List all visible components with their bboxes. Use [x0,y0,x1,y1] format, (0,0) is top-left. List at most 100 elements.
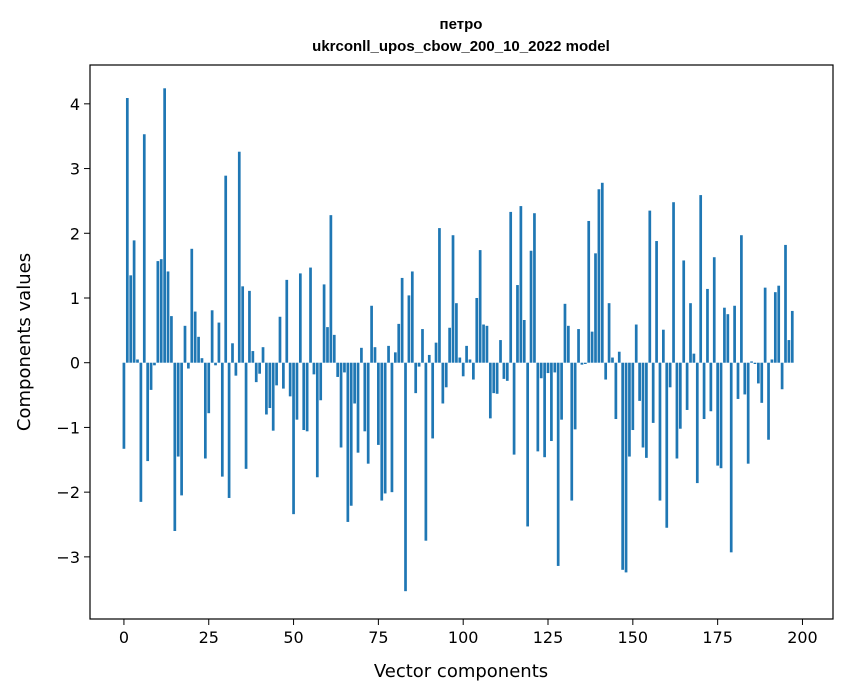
bar-161 [668,362,672,388]
chart-subtitle: ukrconll_upos_cbow_200_10_2022 model [312,38,610,55]
bar-87 [417,362,421,367]
bar-167 [689,303,692,363]
bar-185 [750,361,753,363]
bar-35 [241,286,245,363]
bar-131 [567,325,570,363]
y-tick-label: 0 [70,354,80,373]
bar-84 [407,295,411,363]
bar-37 [248,290,251,363]
bar-122 [536,362,540,452]
bar-180 [733,305,736,363]
bar-9 [153,362,156,366]
bar-26 [210,310,214,363]
bar-133 [573,362,577,430]
bar-196 [787,340,791,363]
bar-57 [315,362,319,478]
y-tick-label: 4 [70,95,80,114]
bar-11 [159,259,163,363]
bar-149 [628,362,631,457]
bar-104 [475,297,479,363]
bar-3 [132,240,136,363]
bar-105 [478,250,482,363]
bar-10 [156,261,160,363]
bar-139 [594,253,597,363]
bar-148 [624,362,628,573]
bar-41 [261,347,265,363]
bar-80 [393,352,397,363]
bar-44 [271,362,275,431]
bar-82 [400,277,404,363]
bar-27 [214,362,217,366]
bar-102 [468,359,472,363]
bar-168 [692,353,696,363]
bar-14 [170,316,173,363]
bar-165 [682,260,686,363]
bar-67 [349,362,353,506]
bar-89 [424,362,428,541]
bar-16 [176,362,180,457]
bar-156 [651,362,655,423]
bar-152 [638,362,641,401]
bar-18 [183,325,187,363]
bar-15 [173,362,177,531]
bar-76 [380,362,384,501]
bar-99 [458,357,462,363]
bar-160 [665,362,669,528]
bar-147 [621,362,625,570]
bar-71 [363,362,367,432]
bar-138 [590,331,594,363]
bar-58 [319,362,323,401]
bar-51 [295,362,299,420]
bar-34 [237,151,241,363]
bar-169 [695,362,699,484]
bar-0 [122,362,126,449]
bar-42 [265,362,268,415]
bar-132 [570,362,574,501]
bar-158 [658,362,662,501]
bar-24 [203,362,207,459]
x-tick-label: 200 [787,628,818,647]
bar-130 [563,303,567,363]
bar-172 [706,288,709,363]
bar-81 [397,323,401,363]
bar-12 [163,88,166,363]
bar-174 [712,257,716,363]
bar-91 [431,362,435,439]
bar-4 [136,359,139,363]
bar-94 [441,362,445,404]
bar-1 [125,98,129,363]
bar-182 [740,235,743,363]
x-tick-label: 125 [533,628,564,647]
bar-29 [220,362,224,477]
bar-188 [760,362,764,403]
bar-120 [529,250,533,363]
bar-36 [244,362,248,469]
bar-135 [580,362,584,365]
bar-70 [360,347,363,363]
bar-45 [275,362,278,386]
y-tick-label: −3 [56,548,80,567]
bar-90 [427,354,431,363]
bar-116 [516,285,519,363]
bar-191 [770,359,774,363]
bar-52 [298,273,302,363]
bar-79 [390,362,394,493]
bar-68 [353,362,356,404]
chart-title: петро [440,16,483,33]
bar-55 [309,267,312,363]
bar-126 [550,362,553,442]
bar-47 [282,362,285,389]
bar-64 [339,362,343,448]
bar-189 [763,287,767,363]
bar-109 [492,362,496,394]
bar-192 [773,292,777,363]
bar-112 [502,362,506,379]
bar-69 [356,362,360,453]
bar-21 [193,311,197,363]
bar-38 [251,351,255,363]
bar-134 [577,329,580,363]
bar-46 [278,316,282,363]
bar-33 [234,362,238,376]
bar-108 [488,362,492,419]
